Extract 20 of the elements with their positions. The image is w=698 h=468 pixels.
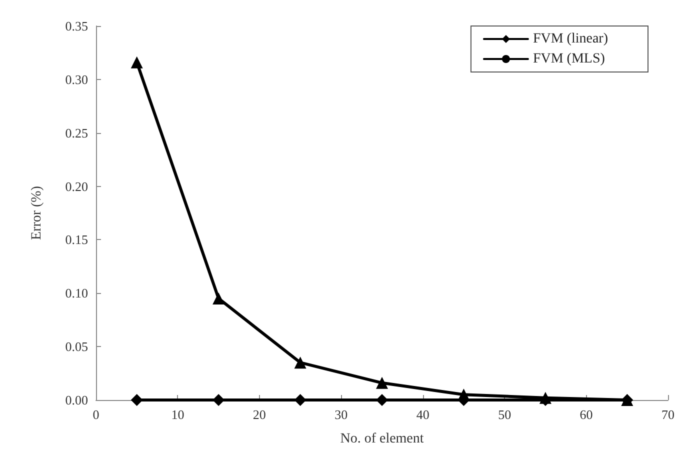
x-tick-label: 30 <box>334 407 348 422</box>
y-tick-label: 0.20 <box>65 178 88 194</box>
y-tick-label: 0.10 <box>65 286 88 301</box>
y-tick-label: 0.25 <box>65 125 88 140</box>
x-tick-label: 40 <box>416 407 430 422</box>
x-tick-label: 70 <box>662 407 674 422</box>
legend-label: FVM (MLS) <box>532 52 606 66</box>
x-tick-label: 0 <box>92 407 100 422</box>
x-tick-label: 50 <box>498 407 512 422</box>
legend-label: FVM (linear) <box>532 32 608 46</box>
y-tick-label: 0.05 <box>65 339 88 354</box>
x-tick-label: 60 <box>580 407 593 422</box>
y-tick-label: 0.35 <box>65 18 88 34</box>
y-tick-label: 0.00 <box>65 392 88 408</box>
y-tick-label: 0.30 <box>65 72 88 87</box>
x-tick-label: 20 <box>252 407 266 422</box>
y-tick-label: 0.15 <box>65 232 88 248</box>
x-axis-title: No. of element <box>340 432 424 446</box>
y-axis-title: Error (%) <box>30 186 44 240</box>
x-tick-label: 10 <box>171 407 184 422</box>
